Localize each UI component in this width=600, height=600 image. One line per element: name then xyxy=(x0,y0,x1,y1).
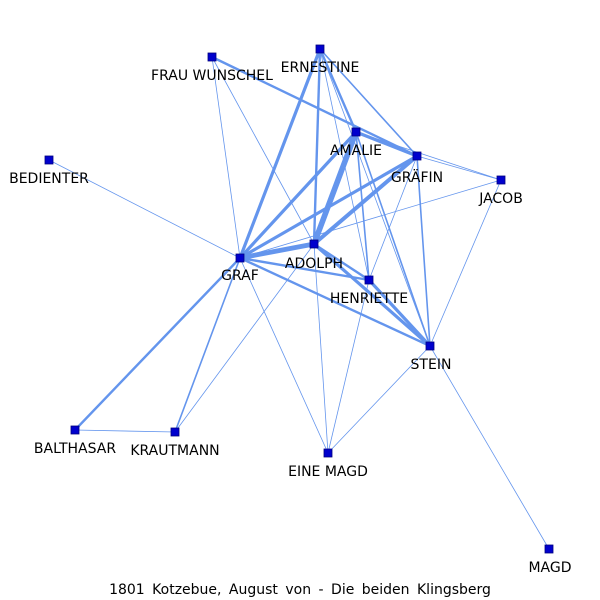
node-label-krautmann: KRAUTMANN xyxy=(130,443,219,459)
node-label-balthasar: BALTHASAR xyxy=(34,441,116,457)
edge-graf-stein xyxy=(238,256,432,348)
node-label-frau-wunschel: FRAU WUNSCHEL xyxy=(151,68,273,84)
edge-ernestine-adolph xyxy=(312,47,322,246)
edge-graf-ernestine xyxy=(238,47,322,260)
edge-amalie-adolph xyxy=(311,129,359,247)
edge-henriette-stein xyxy=(367,278,432,348)
node-jacob xyxy=(496,175,506,185)
edge-graf-balthasar xyxy=(73,256,242,432)
edge-henriette-eine_magd xyxy=(327,279,370,454)
edge-adolph-eine_magd xyxy=(313,243,329,454)
node-magd xyxy=(544,544,554,554)
label-layer: ERNESTINE FRAU WUNSCHEL AMALIE GRÄFIN JACOB B… xyxy=(9,60,571,576)
edge-graf-henriette xyxy=(238,256,371,282)
node-ernestine xyxy=(315,44,325,54)
edge-adolph-krautmann xyxy=(174,243,315,433)
edge-amalie-jacob xyxy=(355,131,502,181)
edge-amalie-henriette xyxy=(355,131,370,281)
edge-grafin-stein xyxy=(416,155,431,347)
edge-stein-eine_magd xyxy=(327,345,431,454)
node-label-graf: GRAF xyxy=(221,268,259,284)
node-label-eine-magd: EINE MAGD xyxy=(288,464,368,480)
node-label-stein: STEIN xyxy=(411,357,452,373)
edge-graf-krautmann xyxy=(174,257,241,433)
node-label-adolph: ADOLPH xyxy=(285,256,343,272)
edge-ernestine-stein xyxy=(319,48,431,347)
node-graf xyxy=(235,253,245,263)
node-label-jacob: JACOB xyxy=(478,191,523,207)
edge-ernestine-amalie xyxy=(318,47,358,134)
node-henriette xyxy=(364,275,374,285)
node-bedienter xyxy=(44,155,54,165)
edge-grafin-jacob xyxy=(416,155,502,181)
edge-graf-eine_magd xyxy=(239,257,329,454)
node-balthasar xyxy=(70,425,80,435)
node-stein xyxy=(425,341,435,351)
node-amalie xyxy=(351,127,361,137)
edge-frau_wunschel-graf xyxy=(211,56,241,259)
edge-adolph-henriette xyxy=(312,242,371,282)
node-eine-magd xyxy=(323,448,333,458)
edge-frau_wunschel-adolph xyxy=(211,56,315,245)
edge-adolph-stein xyxy=(312,242,432,348)
edge-balthasar-krautmann xyxy=(74,429,176,433)
edge-ernestine-grafin xyxy=(319,48,418,157)
edge-grafin-adolph xyxy=(312,154,419,246)
edge-stein-magd xyxy=(429,345,550,550)
graph-caption: 1801 Kotzebue, August von - Die beiden K… xyxy=(109,582,491,598)
node-frau-wunschel xyxy=(207,52,217,62)
node-label-henriette: HENRIETTE xyxy=(330,291,408,307)
node-label-amalie: AMALIE xyxy=(330,143,382,159)
edge-grafin-henriette xyxy=(368,155,418,281)
edge-bedienter-graf xyxy=(48,159,241,259)
edge-ernestine-henriette xyxy=(319,48,370,281)
edge-amalie-stein xyxy=(355,131,431,347)
node-label-bedienter: BEDIENTER xyxy=(9,171,89,187)
edge-jacob-stein xyxy=(429,179,502,347)
edge-jacob-graf xyxy=(239,179,502,259)
edge-graf-grafin xyxy=(238,154,419,260)
node-layer xyxy=(44,44,554,554)
edge-layer xyxy=(48,47,550,550)
edge-frau_wunschel-grafin xyxy=(210,55,419,158)
edge-graf-adolph xyxy=(237,241,317,261)
edge-graf-amalie xyxy=(238,130,358,260)
node-label-grafin: GRÄFIN xyxy=(391,168,443,186)
node-krautmann xyxy=(170,427,180,437)
node-grafin xyxy=(412,151,422,161)
node-label-magd: MAGD xyxy=(528,560,571,576)
node-label-ernestine: ERNESTINE xyxy=(281,60,360,76)
node-adolph xyxy=(309,239,319,249)
